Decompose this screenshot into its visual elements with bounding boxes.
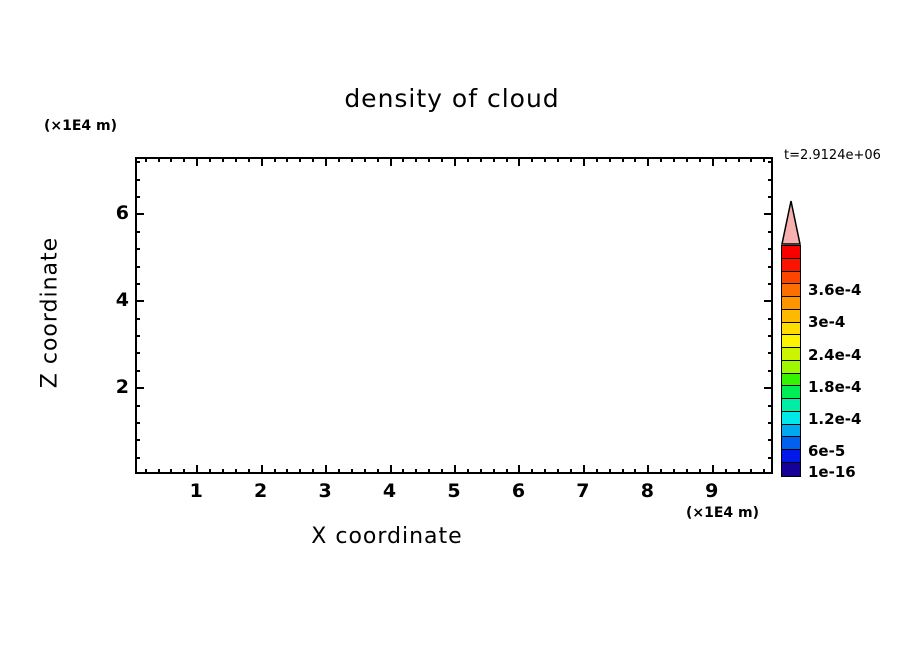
colorbar-band <box>782 411 800 425</box>
y-tick-labels: 2 4 6 <box>85 157 129 474</box>
colorbar-band <box>782 348 800 361</box>
colorbar-band <box>782 399 800 412</box>
colorbar-tick-labels: 3.6e-4 3e-4 2.4e-4 1.8e-4 1.2e-4 6e-5 1e-16 <box>781 200 861 481</box>
x-tick-label: 7 <box>576 480 590 502</box>
colorbar-tick-label: 1.2e-4 <box>808 410 862 428</box>
colorbar-band <box>782 309 800 323</box>
plot-frame <box>135 157 773 474</box>
colorbar-tick-label: 3e-4 <box>808 313 846 332</box>
x-tick-labels: 1 2 3 4 5 6 7 8 9 <box>135 480 773 506</box>
colorbar-band <box>782 297 800 310</box>
x-tick-label: 2 <box>254 480 268 502</box>
x-tick-label: 4 <box>382 480 397 502</box>
colorbar-tick-label: 2.4e-4 <box>808 345 862 364</box>
y-tick-label: 6 <box>115 202 129 225</box>
colorbar-band <box>782 258 800 272</box>
y-axis-title: Z coordinate <box>37 236 63 389</box>
colorbar-band <box>782 437 800 451</box>
page-title: density of cloud <box>344 84 560 113</box>
colorbar-band <box>782 424 800 438</box>
colorbar-tick-label: 1e-16 <box>808 462 856 481</box>
x-tick-label: 5 <box>447 480 461 502</box>
x-tick-label: 6 <box>511 480 526 502</box>
y-axis-unit-label: (×1E4 m) <box>44 118 118 134</box>
colorbar-band <box>782 360 800 374</box>
colorbar-band <box>782 322 800 336</box>
x-tick-label: 9 <box>705 480 719 502</box>
x-axis-unit-label: (×1E4 m) <box>686 505 760 521</box>
colorbar-band <box>782 386 800 400</box>
colorbar-band <box>782 450 800 464</box>
x-axis-title: X coordinate <box>311 524 463 549</box>
y-tick-label: 2 <box>115 376 129 399</box>
colorbar-band <box>782 284 800 298</box>
colorbar-band <box>782 246 800 259</box>
x-tick-label: 1 <box>189 480 203 502</box>
colorbar: 3.6e-4 3e-4 2.4e-4 1.8e-4 1.2e-4 6e-5 1e-16 <box>781 200 861 481</box>
colorbar-arrow-icon <box>781 200 801 245</box>
colorbar-band <box>782 271 800 285</box>
colorbar-band <box>782 335 800 349</box>
y-tick-label: 4 <box>115 289 129 312</box>
colorbar-tick-label: 1.8e-4 <box>808 377 862 396</box>
colorbar-tick-label: 6e-5 <box>808 442 846 461</box>
colorbar-band <box>782 373 800 387</box>
colorbar-tick-label: 3.6e-4 <box>808 281 862 300</box>
colorbar-band <box>782 463 800 476</box>
x-tick-label: 8 <box>640 480 654 502</box>
colorbar-bands <box>781 245 801 477</box>
x-tick-label: 3 <box>318 480 332 502</box>
time-annotation: t=2.9124e+06 <box>784 148 881 163</box>
